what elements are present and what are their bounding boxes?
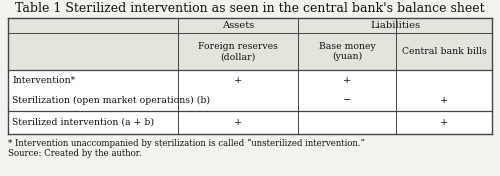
Text: Central bank bills: Central bank bills xyxy=(402,47,486,56)
Text: Sterilized intervention (a + b): Sterilized intervention (a + b) xyxy=(12,118,154,127)
Text: Intervention*: Intervention* xyxy=(12,76,75,85)
Text: +: + xyxy=(234,118,242,127)
Text: * Intervention unaccompanied by sterilization is called “unsterilized interventi: * Intervention unaccompanied by steriliz… xyxy=(8,138,365,148)
Text: Table 1 Sterilized intervention as seen in the central bank's balance sheet: Table 1 Sterilized intervention as seen … xyxy=(15,2,485,15)
Text: Liabilities: Liabilities xyxy=(370,21,420,30)
Text: Foreign reserves
(dollar): Foreign reserves (dollar) xyxy=(198,42,278,61)
Text: Source: Created by the author.: Source: Created by the author. xyxy=(8,149,141,159)
Text: Sterilization (open market operations) (b): Sterilization (open market operations) (… xyxy=(12,96,210,105)
Text: +: + xyxy=(343,76,351,85)
Bar xyxy=(8,18,492,70)
Text: −: − xyxy=(343,96,351,105)
Text: +: + xyxy=(440,96,448,105)
Text: +: + xyxy=(440,118,448,127)
Text: +: + xyxy=(234,76,242,85)
Bar xyxy=(8,70,492,134)
Text: Assets: Assets xyxy=(222,21,254,30)
Text: Base money
(yuan): Base money (yuan) xyxy=(318,42,376,61)
